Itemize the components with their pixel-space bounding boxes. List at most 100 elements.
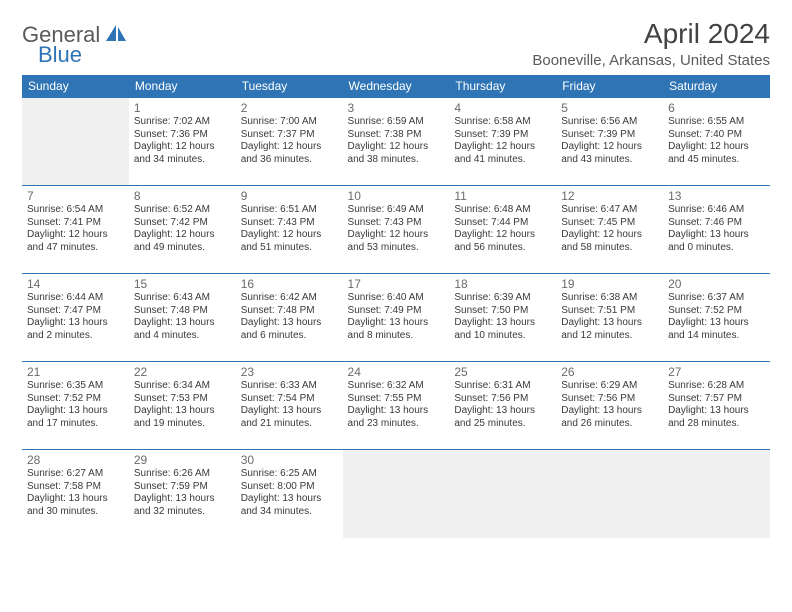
day-header: Wednesday [343,75,450,98]
calendar-cell: 15Sunrise: 6:43 AMSunset: 7:48 PMDayligh… [129,274,236,362]
day-info: Sunrise: 6:25 AMSunset: 8:00 PMDaylight:… [241,468,338,518]
day-info: Sunrise: 6:39 AMSunset: 7:50 PMDaylight:… [454,292,551,342]
day-info: Sunrise: 6:56 AMSunset: 7:39 PMDaylight:… [561,116,658,166]
day-number: 3 [348,101,445,115]
day-header: Sunday [22,75,129,98]
day-number: 23 [241,365,338,379]
day-info: Sunrise: 6:44 AMSunset: 7:47 PMDaylight:… [27,292,124,342]
day-info: Sunrise: 6:49 AMSunset: 7:43 PMDaylight:… [348,204,445,254]
calendar-cell-empty [343,450,450,538]
day-info: Sunrise: 6:46 AMSunset: 7:46 PMDaylight:… [668,204,765,254]
day-header: Tuesday [236,75,343,98]
day-info: Sunrise: 6:35 AMSunset: 7:52 PMDaylight:… [27,380,124,430]
day-number: 19 [561,277,658,291]
calendar-cell: 6Sunrise: 6:55 AMSunset: 7:40 PMDaylight… [663,98,770,186]
day-header: Monday [129,75,236,98]
day-info: Sunrise: 6:26 AMSunset: 7:59 PMDaylight:… [134,468,231,518]
day-info: Sunrise: 6:28 AMSunset: 7:57 PMDaylight:… [668,380,765,430]
day-number: 10 [348,189,445,203]
calendar-cell-empty [663,450,770,538]
day-info: Sunrise: 6:55 AMSunset: 7:40 PMDaylight:… [668,116,765,166]
calendar-cell: 22Sunrise: 6:34 AMSunset: 7:53 PMDayligh… [129,362,236,450]
day-info: Sunrise: 6:40 AMSunset: 7:49 PMDaylight:… [348,292,445,342]
day-header-row: SundayMondayTuesdayWednesdayThursdayFrid… [22,75,770,98]
calendar-row: 1Sunrise: 7:02 AMSunset: 7:36 PMDaylight… [22,98,770,186]
day-info: Sunrise: 6:27 AMSunset: 7:58 PMDaylight:… [27,468,124,518]
day-info: Sunrise: 6:48 AMSunset: 7:44 PMDaylight:… [454,204,551,254]
day-number: 15 [134,277,231,291]
day-number: 21 [27,365,124,379]
logo-sail-icon [105,24,127,47]
calendar-cell: 24Sunrise: 6:32 AMSunset: 7:55 PMDayligh… [343,362,450,450]
day-number: 26 [561,365,658,379]
calendar-table: SundayMondayTuesdayWednesdayThursdayFrid… [22,75,770,538]
logo-blue-text: Blue [38,42,82,68]
calendar-cell: 19Sunrise: 6:38 AMSunset: 7:51 PMDayligh… [556,274,663,362]
calendar-cell-empty [556,450,663,538]
day-number: 11 [454,189,551,203]
day-number: 8 [134,189,231,203]
calendar-cell: 2Sunrise: 7:00 AMSunset: 7:37 PMDaylight… [236,98,343,186]
day-info: Sunrise: 7:02 AMSunset: 7:36 PMDaylight:… [134,116,231,166]
calendar-cell: 25Sunrise: 6:31 AMSunset: 7:56 PMDayligh… [449,362,556,450]
calendar-cell: 18Sunrise: 6:39 AMSunset: 7:50 PMDayligh… [449,274,556,362]
day-number: 22 [134,365,231,379]
calendar-cell: 1Sunrise: 7:02 AMSunset: 7:36 PMDaylight… [129,98,236,186]
location-text: Booneville, Arkansas, United States [532,52,770,69]
day-number: 16 [241,277,338,291]
day-info: Sunrise: 7:00 AMSunset: 7:37 PMDaylight:… [241,116,338,166]
day-info: Sunrise: 6:58 AMSunset: 7:39 PMDaylight:… [454,116,551,166]
day-number: 6 [668,101,765,115]
day-number: 28 [27,453,124,467]
calendar-cell: 12Sunrise: 6:47 AMSunset: 7:45 PMDayligh… [556,186,663,274]
day-number: 12 [561,189,658,203]
calendar-cell: 28Sunrise: 6:27 AMSunset: 7:58 PMDayligh… [22,450,129,538]
day-number: 18 [454,277,551,291]
day-number: 1 [134,101,231,115]
calendar-cell: 27Sunrise: 6:28 AMSunset: 7:57 PMDayligh… [663,362,770,450]
calendar-cell: 13Sunrise: 6:46 AMSunset: 7:46 PMDayligh… [663,186,770,274]
day-info: Sunrise: 6:42 AMSunset: 7:48 PMDaylight:… [241,292,338,342]
calendar-cell: 10Sunrise: 6:49 AMSunset: 7:43 PMDayligh… [343,186,450,274]
calendar-cell: 17Sunrise: 6:40 AMSunset: 7:49 PMDayligh… [343,274,450,362]
day-number: 7 [27,189,124,203]
day-number: 9 [241,189,338,203]
day-number: 30 [241,453,338,467]
day-info: Sunrise: 6:52 AMSunset: 7:42 PMDaylight:… [134,204,231,254]
day-number: 17 [348,277,445,291]
day-number: 14 [27,277,124,291]
calendar-cell: 11Sunrise: 6:48 AMSunset: 7:44 PMDayligh… [449,186,556,274]
day-info: Sunrise: 6:59 AMSunset: 7:38 PMDaylight:… [348,116,445,166]
calendar-cell: 14Sunrise: 6:44 AMSunset: 7:47 PMDayligh… [22,274,129,362]
day-number: 4 [454,101,551,115]
day-number: 27 [668,365,765,379]
calendar-cell: 20Sunrise: 6:37 AMSunset: 7:52 PMDayligh… [663,274,770,362]
day-info: Sunrise: 6:43 AMSunset: 7:48 PMDaylight:… [134,292,231,342]
calendar-row: 21Sunrise: 6:35 AMSunset: 7:52 PMDayligh… [22,362,770,450]
calendar-cell: 29Sunrise: 6:26 AMSunset: 7:59 PMDayligh… [129,450,236,538]
day-info: Sunrise: 6:31 AMSunset: 7:56 PMDaylight:… [454,380,551,430]
day-info: Sunrise: 6:33 AMSunset: 7:54 PMDaylight:… [241,380,338,430]
calendar-cell: 26Sunrise: 6:29 AMSunset: 7:56 PMDayligh… [556,362,663,450]
day-info: Sunrise: 6:54 AMSunset: 7:41 PMDaylight:… [27,204,124,254]
day-number: 5 [561,101,658,115]
calendar-cell-empty [22,98,129,186]
day-header: Friday [556,75,663,98]
calendar-cell: 9Sunrise: 6:51 AMSunset: 7:43 PMDaylight… [236,186,343,274]
calendar-cell-empty [449,450,556,538]
day-number: 25 [454,365,551,379]
calendar-row: 14Sunrise: 6:44 AMSunset: 7:47 PMDayligh… [22,274,770,362]
day-number: 20 [668,277,765,291]
day-header: Thursday [449,75,556,98]
day-info: Sunrise: 6:34 AMSunset: 7:53 PMDaylight:… [134,380,231,430]
header: General April 2024 Booneville, Arkansas,… [22,18,770,69]
day-number: 29 [134,453,231,467]
calendar-cell: 4Sunrise: 6:58 AMSunset: 7:39 PMDaylight… [449,98,556,186]
page-title: April 2024 [532,18,770,50]
calendar-cell: 23Sunrise: 6:33 AMSunset: 7:54 PMDayligh… [236,362,343,450]
day-info: Sunrise: 6:38 AMSunset: 7:51 PMDaylight:… [561,292,658,342]
calendar-cell: 21Sunrise: 6:35 AMSunset: 7:52 PMDayligh… [22,362,129,450]
day-info: Sunrise: 6:37 AMSunset: 7:52 PMDaylight:… [668,292,765,342]
calendar-cell: 7Sunrise: 6:54 AMSunset: 7:41 PMDaylight… [22,186,129,274]
calendar-row: 7Sunrise: 6:54 AMSunset: 7:41 PMDaylight… [22,186,770,274]
